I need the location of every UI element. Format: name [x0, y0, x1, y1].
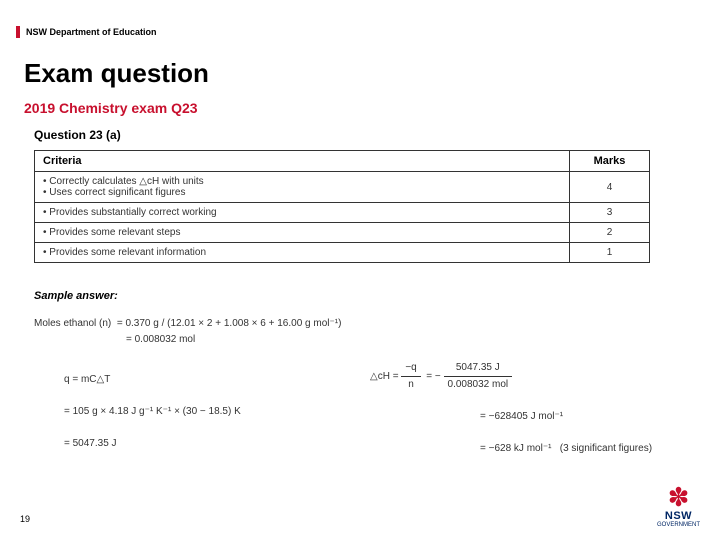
- criteria-item: Provides some relevant steps: [43, 227, 561, 238]
- marks-cell: 3: [570, 203, 650, 223]
- question-label: Question 23 (a): [34, 128, 121, 142]
- page-subtitle: 2019 Chemistry exam Q23: [24, 100, 198, 116]
- logo-gov: GOVERNMENT: [657, 522, 700, 528]
- marks-cell: 1: [570, 243, 650, 263]
- fraction: 5047.35 J 0.008032 mol: [444, 360, 513, 393]
- eq-text: = 0.008032 mol: [126, 334, 195, 345]
- accent-tick: [16, 26, 20, 38]
- criteria-item: Correctly calculates △cH with units: [43, 176, 561, 187]
- criteria-cell: Provides some relevant steps: [35, 223, 570, 243]
- criteria-item: Provides substantially correct working: [43, 207, 561, 218]
- equation-delta-h: △cH = −q n = − 5047.35 J 0.008032 mol = …: [370, 360, 652, 457]
- eq-note: (3 significant figures): [560, 443, 652, 454]
- frac-den: 0.008032 mol: [444, 377, 513, 393]
- criteria-cell: Provides some relevant information: [35, 243, 570, 263]
- table-row: Provides some relevant steps 2: [35, 223, 650, 243]
- fraction: −q n: [401, 360, 420, 393]
- department-label: NSW Department of Education: [26, 27, 157, 37]
- eq-text: q = mC△T: [64, 374, 110, 385]
- col-criteria: Criteria: [35, 151, 570, 172]
- frac-den: n: [401, 377, 420, 393]
- col-marks: Marks: [570, 151, 650, 172]
- criteria-item: Uses correct significant figures: [43, 187, 561, 198]
- eq-text: Moles ethanol (n): [34, 318, 111, 329]
- frac-num: −q: [401, 360, 420, 377]
- eq-text: = −628405 J mol⁻¹: [480, 411, 563, 422]
- eq-text: = 5047.35 J: [64, 438, 117, 449]
- nsw-logo: ✽ NSW GOVERNMENT: [657, 484, 700, 528]
- criteria-cell: Provides substantially correct working: [35, 203, 570, 223]
- eq-text: = −628 kJ mol⁻¹: [480, 443, 551, 454]
- frac-num: 5047.35 J: [444, 360, 513, 377]
- equation-q: q = mC△T = 105 g × 4.18 J g⁻¹ K⁻¹ × (30 …: [64, 372, 241, 452]
- table-row: Provides substantially correct working 3: [35, 203, 650, 223]
- marks-cell: 4: [570, 172, 650, 203]
- table-header-row: Criteria Marks: [35, 151, 650, 172]
- logo-nsw: NSW: [657, 510, 700, 522]
- table-row: Provides some relevant information 1: [35, 243, 650, 263]
- header: NSW Department of Education: [16, 26, 157, 38]
- criteria-cell: Correctly calculates △cH with units Uses…: [35, 172, 570, 203]
- table-row: Correctly calculates △cH with units Uses…: [35, 172, 650, 203]
- marks-cell: 2: [570, 223, 650, 243]
- criteria-item: Provides some relevant information: [43, 247, 561, 258]
- equation-moles: Moles ethanol (n) = 0.370 g / (12.01 × 2…: [34, 316, 341, 348]
- waratah-icon: ✽: [657, 484, 700, 510]
- sample-answer-label: Sample answer:: [34, 290, 118, 302]
- page-number: 19: [20, 514, 30, 524]
- criteria-table: Criteria Marks Correctly calculates △cH …: [34, 150, 650, 263]
- eq-text: = 105 g × 4.18 J g⁻¹ K⁻¹ × (30 − 18.5) K: [64, 406, 241, 417]
- eq-text: △cH =: [370, 371, 399, 382]
- page-title: Exam question: [24, 58, 209, 89]
- eq-text: = 0.370 g / (12.01 × 2 + 1.008 × 6 + 16.…: [117, 318, 342, 329]
